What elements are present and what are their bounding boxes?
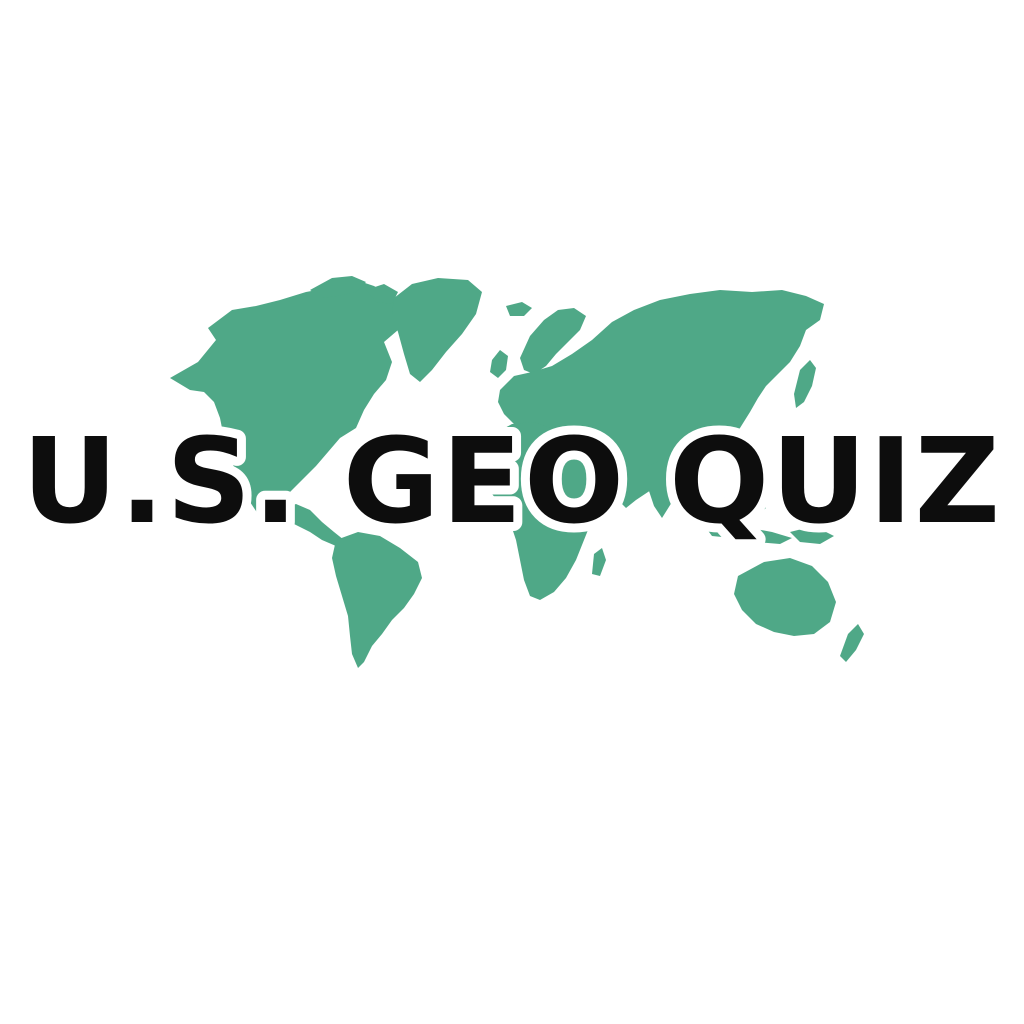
world-map-landmasses: [170, 276, 864, 668]
greenland-shape: [392, 278, 482, 382]
madagascar-shape: [592, 548, 606, 576]
indonesia-shape: [706, 524, 792, 544]
uk-shape: [490, 350, 508, 378]
eurasia-shape: [498, 290, 824, 508]
arctic-islands-shape: [310, 276, 366, 298]
africa-shape: [482, 422, 606, 600]
iceland-shape: [506, 302, 532, 316]
new-zealand-shape: [840, 624, 864, 662]
scandinavia-shape: [520, 308, 586, 374]
japan-shape: [794, 360, 816, 408]
australia-shape: [734, 558, 836, 636]
north-america-shape: [170, 280, 404, 522]
arabia-shape: [580, 452, 628, 492]
title-outline: U.S. GEO QUIZ: [22, 412, 1002, 550]
india-shape: [648, 458, 682, 518]
world-map-icon: [170, 276, 864, 668]
central-america-shape: [280, 504, 344, 546]
new-guinea-shape: [790, 526, 834, 544]
title-text: U.S. GEO QUIZ: [22, 412, 1002, 550]
south-america-shape: [332, 532, 422, 668]
southeast-asia-shape: [720, 492, 766, 516]
arctic-islands-shape-2: [366, 284, 398, 304]
